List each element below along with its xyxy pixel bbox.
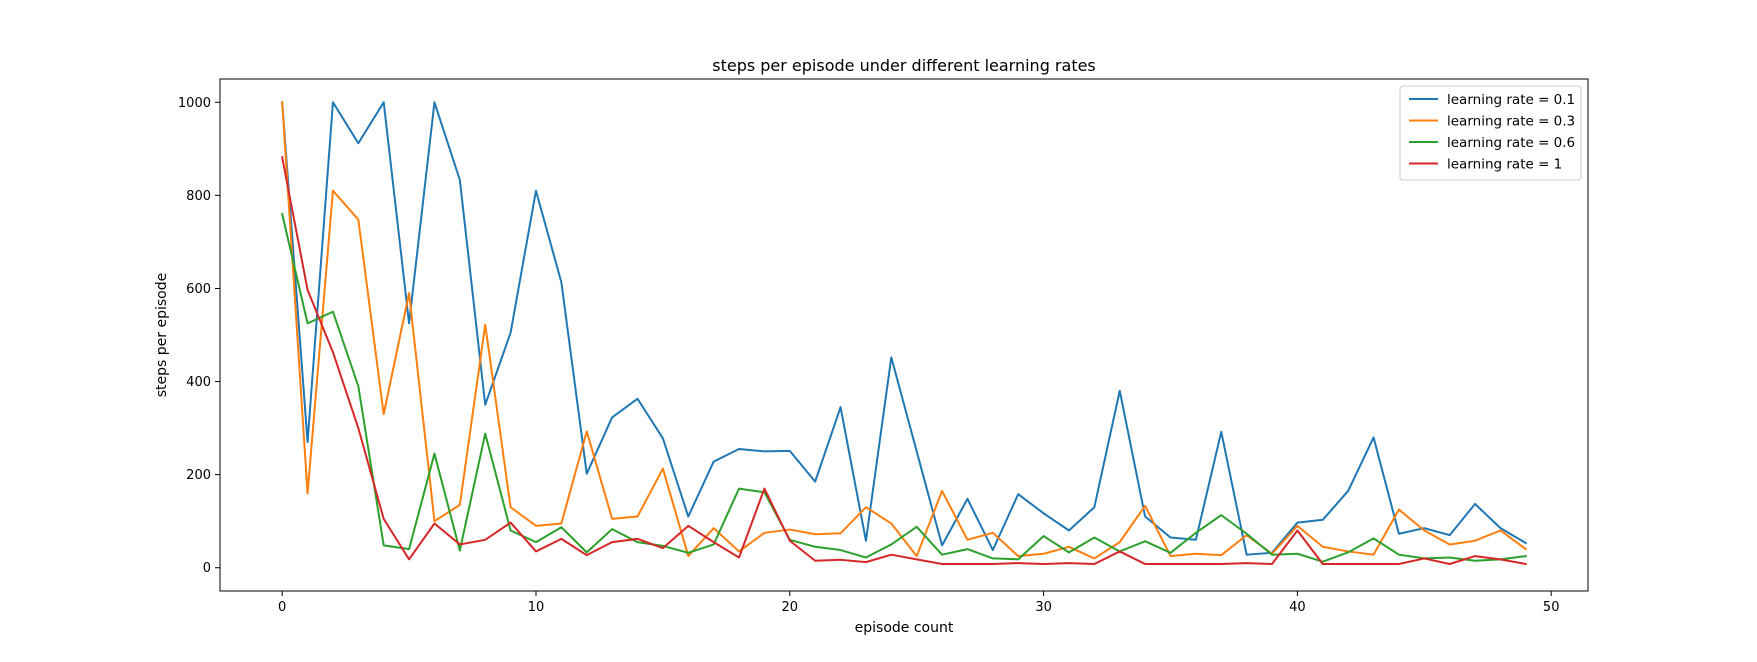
y-tick-label: 800 (186, 189, 211, 204)
y-tick-label: 1000 (178, 96, 211, 111)
x-tick-label: 30 (1035, 600, 1052, 615)
legend-label: learning rate = 0.6 (1447, 135, 1575, 151)
legend-label: learning rate = 0.1 (1447, 92, 1575, 108)
y-tick-label: 400 (186, 375, 211, 390)
y-tick-label: 200 (186, 468, 211, 483)
y-tick-label: 0 (203, 561, 211, 576)
x-tick-label: 0 (278, 600, 286, 615)
chart-title: steps per episode under different learni… (712, 56, 1096, 75)
series-line-3 (280, 212, 1527, 563)
x-tick-label: 20 (782, 600, 799, 615)
x-tick-label: 40 (1289, 600, 1306, 615)
y-axis-label: steps per episode (154, 273, 170, 397)
y-axis: 0 200 400 600 800 1000 (178, 96, 220, 576)
x-axis-label: episode count (855, 620, 954, 636)
legend-label: learning rate = 1 (1447, 157, 1562, 173)
x-axis: 0 10 20 30 40 50 (278, 591, 1559, 615)
axes-frame (219, 78, 1589, 592)
series-line-1 (281, 101, 1528, 556)
legend-label: learning rate = 0.3 (1447, 114, 1575, 130)
x-tick-label: 50 (1543, 600, 1560, 615)
legend-box (1399, 85, 1582, 181)
series-line-4 (281, 156, 1527, 566)
y-tick-label: 600 (186, 282, 211, 297)
plot-area (280, 101, 1528, 566)
x-tick-label: 10 (528, 600, 545, 615)
series-line-2 (281, 101, 1528, 560)
legend: learning rate = 0.1 learning rate = 0.3 le… (1399, 85, 1582, 181)
